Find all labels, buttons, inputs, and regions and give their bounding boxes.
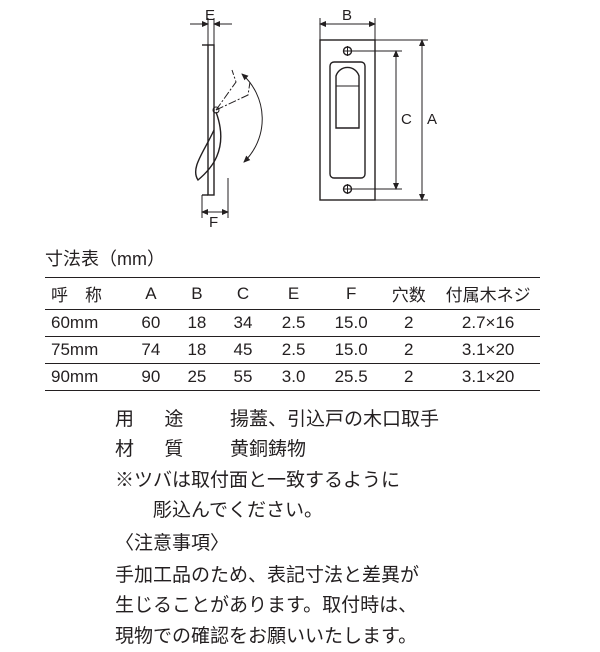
material-label: 材質	[115, 435, 230, 465]
col-holes: 穴数	[381, 278, 436, 310]
table-row: 60mm6018342.515.022.7×16	[45, 310, 540, 337]
caution-line-1: 手加工品のため、表記寸法と差異が	[115, 561, 565, 591]
col-b: B	[174, 278, 220, 310]
col-a: A	[128, 278, 174, 310]
material-value: 黄銅鋳物	[230, 435, 306, 465]
technical-diagram: E F	[170, 10, 450, 230]
install-note-2: 彫込んでください。	[115, 496, 565, 526]
caution-line-2: 生じることがあります。取付時は、	[115, 591, 565, 621]
use-value: 揚蓋、引込戸の木口取手	[230, 405, 439, 435]
dim-label-a: A	[427, 111, 437, 128]
dimension-table: 呼 称 A B C E F 穴数 付属木ネジ 60mm6018342.515.0…	[45, 277, 540, 391]
dim-label-e: E	[205, 7, 215, 24]
description-block: 用途 揚蓋、引込戸の木口取手 材質 黄銅鋳物 ※ツバは取付面と一致するように 彫…	[115, 405, 565, 652]
col-e: E	[266, 278, 321, 310]
dim-label-c: C	[401, 111, 412, 128]
table-row: 90mm9025553.025.523.1×20	[45, 364, 540, 391]
table-title: 寸法表（mm）	[45, 245, 565, 271]
caution-heading: 〈注意事項〉	[115, 529, 565, 559]
col-f: F	[321, 278, 381, 310]
col-c: C	[220, 278, 266, 310]
col-screw: 付属木ネジ	[436, 278, 540, 310]
col-name: 呼 称	[45, 278, 128, 310]
dim-label-f: F	[209, 214, 218, 231]
caution-line-3: 現物での確認をお願いいたします。	[115, 622, 565, 652]
dim-label-b: B	[342, 7, 352, 24]
use-label: 用途	[115, 405, 230, 435]
table-row: 75mm7418452.515.023.1×20	[45, 337, 540, 364]
install-note-1: ※ツバは取付面と一致するように	[115, 466, 565, 496]
table-header-row: 呼 称 A B C E F 穴数 付属木ネジ	[45, 278, 540, 310]
